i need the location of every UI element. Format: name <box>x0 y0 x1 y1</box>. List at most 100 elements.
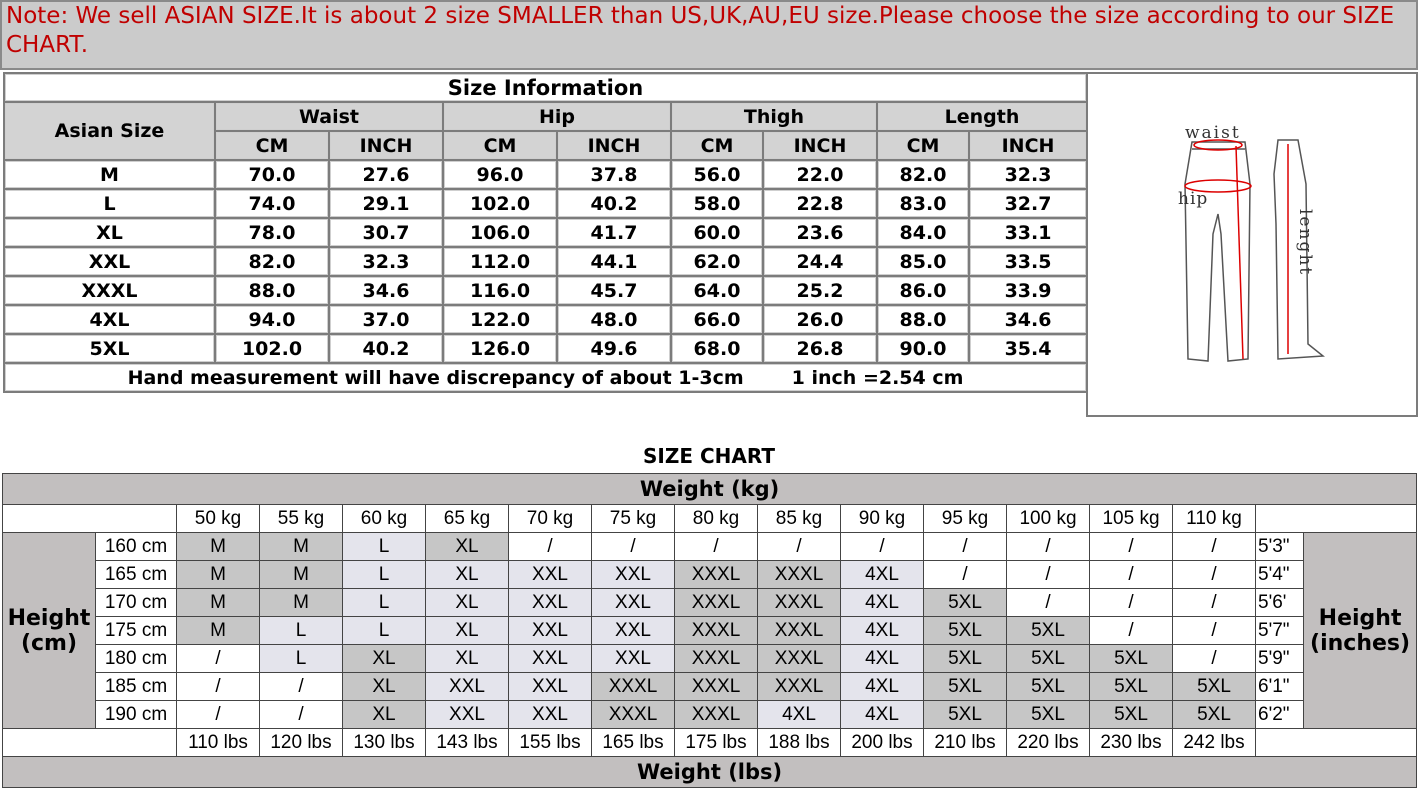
size-cell: 5XL <box>1172 672 1256 701</box>
size-label: XXL <box>3 246 216 277</box>
lbs-label: 220 lbs <box>1006 728 1090 757</box>
measurement: 33.5 <box>967 246 1089 277</box>
kg-label: 60 kg <box>342 504 426 533</box>
size-cell: XXXL <box>591 700 675 729</box>
measurement: 22.0 <box>762 159 878 190</box>
measurement: 68.0 <box>670 333 764 364</box>
size-row: 4XL 94.0 37.0 122.0 48.0 66.0 26.0 88.0 34.6 <box>3 304 1089 335</box>
measurement: 23.6 <box>762 217 878 248</box>
blank-cell <box>2 728 177 757</box>
measurement: 34.6 <box>967 304 1089 335</box>
size-cell: 5XL <box>923 700 1007 729</box>
measurement: 102.0 <box>442 188 558 219</box>
height-row: 190 cm / / XL XXL XXL XXXL XXXL 4XL 4XL 5XL 5XL 5XL 5… <box>3 700 1417 729</box>
size-row: XXXL 88.0 34.6 116.0 45.7 64.0 25.2 86.0 33.9 <box>3 275 1089 306</box>
waist-line <box>1193 139 1243 151</box>
size-cell: / <box>674 532 758 561</box>
height-cm: 190 cm <box>95 700 177 729</box>
size-cell: 4XL <box>840 588 924 617</box>
kg-label: 105 kg <box>1089 504 1173 533</box>
size-cell: 5XL <box>1006 644 1090 673</box>
size-cell: M <box>259 532 343 561</box>
kg-header-row: Weight (kg) <box>1 473 1418 505</box>
measurement: 26.8 <box>762 333 878 364</box>
lbs-header-row: Weight (lbs) <box>1 756 1418 788</box>
title-row: Size Information <box>2 72 1089 103</box>
size-cell: 4XL <box>840 616 924 645</box>
size-row: XXL 82.0 32.3 112.0 44.1 62.0 24.4 85.0 33.5 <box>3 246 1089 277</box>
measurement: 24.4 <box>762 246 878 277</box>
pants-front <box>1184 141 1251 362</box>
hip-line <box>1184 179 1252 193</box>
size-row: L 74.0 29.1 102.0 40.2 58.0 22.8 83.0 32.7 <box>3 188 1089 219</box>
size-row: XL 78.0 30.7 106.0 41.7 60.0 23.6 84.0 33.1 <box>3 217 1089 248</box>
measurement: 37.0 <box>328 304 444 335</box>
unit-header: INCH <box>967 130 1089 161</box>
height-inches: 6'1" <box>1255 672 1304 701</box>
size-cell: XXXL <box>757 644 841 673</box>
blank-cell <box>1254 728 1418 757</box>
measurement: 82.0 <box>876 159 970 190</box>
measurement: 74.0 <box>214 188 330 219</box>
size-cell: XL <box>425 588 509 617</box>
blank-cell <box>2 504 177 533</box>
kg-label: 55 kg <box>259 504 343 533</box>
height-cm: 180 cm <box>95 644 177 673</box>
pants-side <box>1273 139 1325 360</box>
length-line-front <box>1235 145 1244 360</box>
unit-header: INCH <box>328 130 444 161</box>
size-cell: XXXL <box>757 560 841 589</box>
size-cell: / <box>176 700 260 729</box>
measurement: 102.0 <box>214 333 330 364</box>
group-header: Waist <box>214 101 444 132</box>
measurement: 64.0 <box>670 275 764 306</box>
size-cell: L <box>259 616 343 645</box>
height-cm-header: Height (cm) <box>2 532 96 729</box>
kg-label: 110 kg <box>1172 504 1256 533</box>
size-cell: M <box>259 588 343 617</box>
hip-label: hip <box>1178 189 1208 209</box>
size-cell: XL <box>425 616 509 645</box>
height-row: 175 cm M L L XL XXL XXL XXXL XXXL 4XL 5XL 5XL //5'7" <box>3 616 1417 645</box>
size-cell: XXXL <box>757 616 841 645</box>
size-cell: XL <box>425 644 509 673</box>
size-cell: / <box>591 532 675 561</box>
size-label: M <box>3 159 216 190</box>
size-cell: 5XL <box>923 588 1007 617</box>
size-chart-title: SIZE CHART <box>642 444 775 468</box>
size-cell: 5XL <box>1006 616 1090 645</box>
size-cell: XXXL <box>757 588 841 617</box>
conversion-note: 1 inch =2.54 cm <box>791 366 964 389</box>
height-cm: 175 cm <box>95 616 177 645</box>
size-cell: / <box>757 532 841 561</box>
size-cell: M <box>176 560 260 589</box>
lbs-label: 143 lbs <box>425 728 509 757</box>
lbs-label: 120 lbs <box>259 728 343 757</box>
measurement: 29.1 <box>328 188 444 219</box>
size-label: 5XL <box>3 333 216 364</box>
height-cm: 165 cm <box>95 560 177 589</box>
measurement: 40.2 <box>328 333 444 364</box>
height-inches: 5'7" <box>1255 616 1304 645</box>
size-cell: L <box>342 532 426 561</box>
unit-header: CM <box>442 130 558 161</box>
size-cell: / <box>1089 588 1173 617</box>
kg-label: 95 kg <box>923 504 1007 533</box>
measurement: 32.3 <box>967 159 1089 190</box>
measurement: 60.0 <box>670 217 764 248</box>
size-cell: / <box>923 560 1007 589</box>
size-cell: XL <box>342 700 426 729</box>
height-cm: 170 cm <box>95 588 177 617</box>
kg-label: 75 kg <box>591 504 675 533</box>
size-cell: M <box>176 616 260 645</box>
lbs-label: 155 lbs <box>508 728 592 757</box>
group-header: Thigh <box>670 101 878 132</box>
measurement: 84.0 <box>876 217 970 248</box>
size-cell: / <box>1172 616 1256 645</box>
height-inches: 5'3" <box>1255 532 1304 561</box>
measurement: 94.0 <box>214 304 330 335</box>
measurement: 49.6 <box>556 333 672 364</box>
measurement: 66.0 <box>670 304 764 335</box>
measurement: 41.7 <box>556 217 672 248</box>
measurement: 88.0 <box>214 275 330 306</box>
